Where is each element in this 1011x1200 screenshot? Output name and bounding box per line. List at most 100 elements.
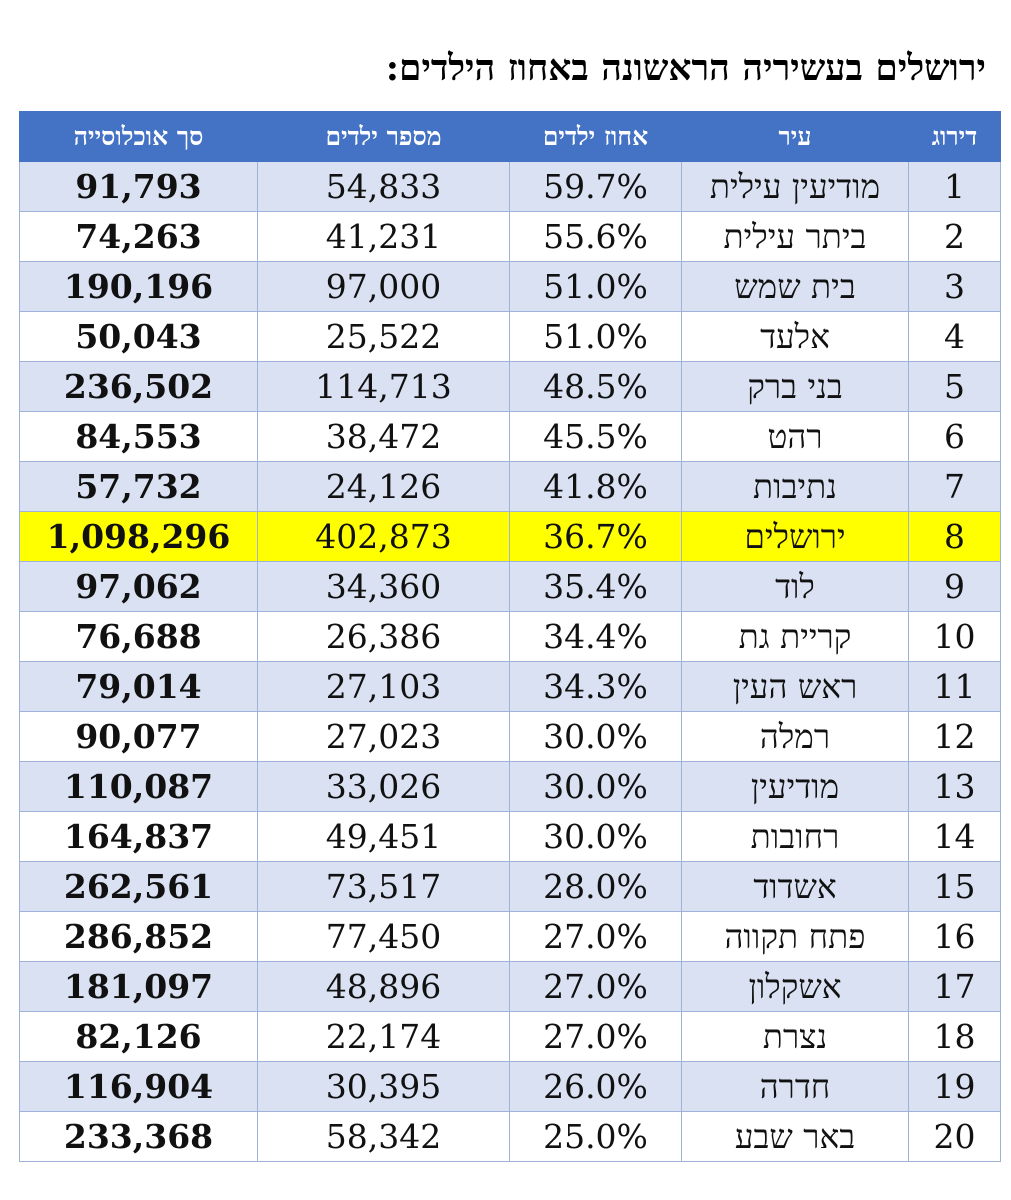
cell-pct: 34.3% [509, 661, 682, 712]
cell-rank: 10 [908, 611, 1001, 662]
table-row: 17 אשקלון 27.0% 48,896 181,097 [19, 961, 1001, 1012]
cell-city: מודיעין עילית [681, 161, 909, 212]
city-value: ראש העין [732, 666, 858, 706]
cell-kids: 114,713 [257, 361, 510, 412]
cell-city: אלעד [681, 311, 909, 362]
cell-city: נצרת [681, 1011, 909, 1062]
pop-value: 233,368 [63, 1117, 214, 1156]
cell-city: ראש העין [681, 661, 909, 712]
cell-pop: 110,087 [19, 761, 258, 812]
cell-rank: 1 [908, 161, 1001, 212]
cell-rank: 6 [908, 411, 1001, 462]
cell-city: ירושלים [681, 511, 909, 562]
rank-value: 10 [933, 617, 976, 656]
cell-pop: 262,561 [19, 861, 258, 912]
pct-value: 30.0% [543, 717, 648, 756]
table-row: 16 פתח תקווה 27.0% 77,450 286,852 [19, 911, 1001, 962]
city-value: בית שמש [734, 266, 856, 306]
cell-rank: 17 [908, 961, 1001, 1012]
city-value: רמלה [759, 716, 831, 756]
page-title: ירושלים בעשיריה הראשונה באחוז הילדים: [385, 47, 986, 89]
city-value: נתיבות [753, 466, 837, 506]
table-row: 5 בני ברק 48.5% 114,713 236,502 [19, 361, 1001, 412]
cell-kids: 30,395 [257, 1061, 510, 1112]
cell-city: בני ברק [681, 361, 909, 412]
cell-kids: 402,873 [257, 511, 510, 562]
kids-value: 27,103 [325, 667, 442, 706]
table-row: 19 חדרה 26.0% 30,395 116,904 [19, 1061, 1001, 1112]
cell-kids: 25,522 [257, 311, 510, 362]
pop-value: 286,852 [63, 917, 214, 956]
cell-pop: 236,502 [19, 361, 258, 412]
cell-rank: 18 [908, 1011, 1001, 1062]
cell-kids: 24,126 [257, 461, 510, 512]
cell-pop: 164,837 [19, 811, 258, 862]
pop-value: 1,098,296 [46, 517, 231, 556]
kids-value: 41,231 [325, 217, 442, 256]
table-row: 12 רמלה 30.0% 27,023 90,077 [19, 711, 1001, 762]
city-value: מודיעין [750, 766, 840, 806]
pct-value: 27.0% [543, 917, 648, 956]
table-row: 13 מודיעין 30.0% 33,026 110,087 [19, 761, 1001, 812]
pop-value: 74,263 [75, 217, 202, 256]
rank-value: 5 [944, 367, 965, 406]
city-children-table: דירוג עיר אחוז ילדים מספר ילדים סך אוכלו… [19, 111, 1001, 1162]
city-value: אלעד [760, 316, 830, 356]
cell-pop: 91,793 [19, 161, 258, 212]
pct-value: 34.3% [543, 667, 648, 706]
cell-kids: 58,342 [257, 1111, 510, 1162]
cell-kids: 26,386 [257, 611, 510, 662]
rank-value: 4 [944, 317, 965, 356]
pop-value: 50,043 [75, 317, 202, 356]
table-row: 7 נתיבות 41.8% 24,126 57,732 [19, 461, 1001, 512]
cell-pct: 30.0% [509, 811, 682, 862]
cell-city: פתח תקווה [681, 911, 909, 962]
kids-value: 25,522 [325, 317, 442, 356]
cell-kids: 73,517 [257, 861, 510, 912]
cell-pop: 76,688 [19, 611, 258, 662]
pop-value: 262,561 [63, 867, 214, 906]
kids-value: 73,517 [325, 867, 442, 906]
kids-value: 54,833 [325, 167, 442, 206]
header-rank: דירוג [908, 111, 1001, 162]
rank-value: 16 [933, 917, 976, 956]
kids-value: 114,713 [315, 367, 452, 406]
pop-value: 84,553 [75, 417, 202, 456]
cell-pct: 27.0% [509, 1011, 682, 1062]
pct-value: 48.5% [543, 367, 648, 406]
city-value: ביתר עילית [723, 216, 867, 256]
cell-kids: 54,833 [257, 161, 510, 212]
pct-value: 26.0% [543, 1067, 648, 1106]
table-row: 8 ירושלים 36.7% 402,873 1,098,296 [19, 511, 1001, 562]
pop-value: 57,732 [75, 467, 202, 506]
pct-value: 36.7% [543, 517, 648, 556]
rank-value: 14 [933, 817, 976, 856]
cell-rank: 7 [908, 461, 1001, 512]
rank-value: 8 [944, 517, 965, 556]
cell-rank: 12 [908, 711, 1001, 762]
pct-value: 51.0% [543, 267, 648, 306]
cell-pct: 30.0% [509, 761, 682, 812]
table-row: 1 מודיעין עילית 59.7% 54,833 91,793 [19, 161, 1001, 212]
rank-value: 19 [933, 1067, 976, 1106]
cell-kids: 27,103 [257, 661, 510, 712]
cell-rank: 19 [908, 1061, 1001, 1112]
cell-city: בית שמש [681, 261, 909, 312]
table-row: 9 לוד 35.4% 34,360 97,062 [19, 561, 1001, 612]
cell-pop: 74,263 [19, 211, 258, 262]
city-value: באר שבע [734, 1116, 856, 1156]
cell-city: רמלה [681, 711, 909, 762]
kids-value: 58,342 [325, 1117, 442, 1156]
table-body: 1 מודיעין עילית 59.7% 54,833 91,793 2 ביתר עיל… [19, 161, 1001, 1162]
table-row: 14 רחובות 30.0% 49,451 164,837 [19, 811, 1001, 862]
cell-rank: 13 [908, 761, 1001, 812]
cell-kids: 34,360 [257, 561, 510, 612]
table-row: 15 אשדוד 28.0% 73,517 262,561 [19, 861, 1001, 912]
cell-rank: 4 [908, 311, 1001, 362]
rank-value: 1 [944, 167, 965, 206]
cell-pct: 51.0% [509, 261, 682, 312]
cell-pop: 190,196 [19, 261, 258, 312]
pop-value: 236,502 [63, 367, 214, 406]
cell-kids: 49,451 [257, 811, 510, 862]
table-row: 11 ראש העין 34.3% 27,103 79,014 [19, 661, 1001, 712]
